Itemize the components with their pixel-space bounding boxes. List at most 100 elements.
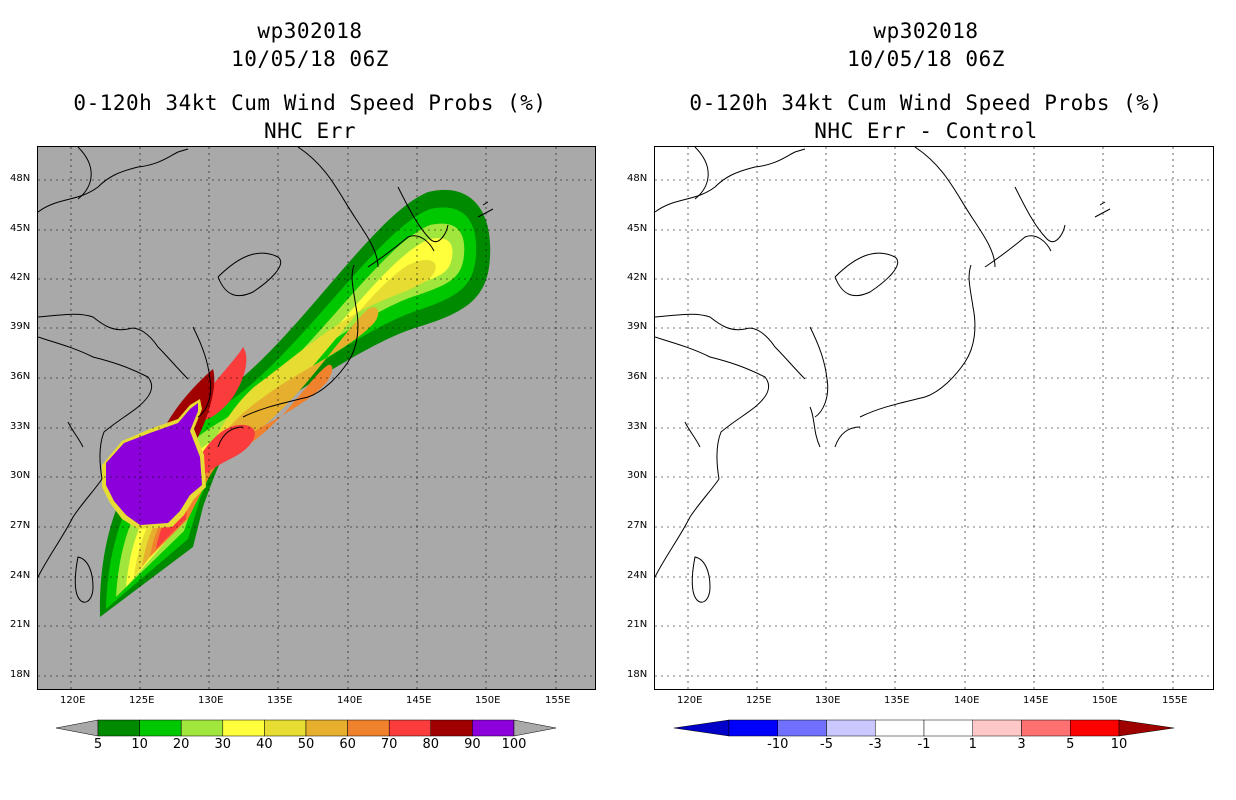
latitude-label: 27N: [10, 520, 31, 531]
colorbar-swatch: [923, 719, 973, 737]
colorbar-label: 1: [968, 737, 977, 752]
colorbar-swatch: [388, 719, 432, 737]
left-datetime: 10/05/18 06Z: [231, 47, 389, 71]
right-difference-map: [654, 146, 1214, 690]
longitude-label: 135E: [884, 695, 910, 706]
colorbar-swatch: [180, 719, 224, 737]
latitude-label: 45N: [10, 223, 31, 234]
longitude-label: 135E: [267, 695, 293, 706]
longitude-label: 150E: [1092, 695, 1118, 706]
colorbar-right-arrow: [513, 719, 556, 737]
colorbar-swatch: [347, 719, 390, 737]
colorbar-label: 60: [339, 737, 356, 752]
latitude-label: 42N: [10, 272, 31, 283]
latitude-label: 27N: [627, 520, 648, 531]
prob-100-region: [106, 403, 202, 525]
longitude-label: 145E: [406, 695, 432, 706]
colorbar-label: -1: [917, 737, 931, 752]
colorbar-label: 100: [501, 737, 527, 752]
latitude-label: 30N: [10, 470, 31, 481]
longitude-label: 140E: [954, 695, 980, 706]
longitude-label: 125E: [746, 695, 772, 706]
colorbar-label: 10: [131, 737, 148, 752]
right-subtitle: NHC Err - Control: [814, 119, 1038, 143]
prob-50-contour: [142, 307, 379, 567]
longitude-label: 120E: [677, 695, 703, 706]
right-coastlines: [655, 147, 1111, 603]
right-product-title: 0-120h 34kt Cum Wind Speed Probs (%): [689, 91, 1163, 115]
longitude-label: 120E: [60, 695, 86, 706]
colorbar-label: 70: [380, 737, 398, 752]
latitude-label: 45N: [627, 223, 648, 234]
colorbar-label: -3: [868, 737, 882, 752]
latitude-label: 18N: [627, 669, 648, 680]
prob-60-contour: [150, 364, 333, 557]
colorbar-label: 5: [1066, 737, 1075, 752]
colorbar-swatch: [1070, 719, 1120, 737]
right-colorbar: [674, 719, 1174, 737]
colorbar-left-arrow: [674, 719, 730, 737]
map-background: [655, 147, 1213, 689]
colorbar-swatch: [777, 719, 827, 737]
colorbar-label: 20: [172, 737, 190, 752]
colorbar-swatch: [972, 719, 1022, 737]
latitude-label: 39N: [10, 321, 31, 332]
right-datetime: 10/05/18 06Z: [847, 47, 1005, 71]
colorbar-label: 50: [297, 737, 315, 752]
latitude-label: 36N: [627, 371, 648, 382]
latitude-label: 36N: [10, 371, 31, 382]
latitude-label: 21N: [627, 619, 648, 630]
longitude-label: 145E: [1023, 695, 1049, 706]
longitude-label: 130E: [198, 695, 224, 706]
left-subtitle: NHC Err: [263, 119, 356, 143]
colorbar-left-arrow: [56, 719, 99, 737]
latitude-label: 48N: [10, 173, 31, 184]
latitude-label: 30N: [627, 470, 648, 481]
colorbar-swatch: [264, 719, 307, 737]
left-map-canvas: [38, 147, 595, 689]
latitude-label: 33N: [627, 421, 648, 432]
right-grid-lines: [655, 147, 1213, 689]
colorbar-label: 30: [214, 737, 232, 752]
colorbar-label: 90: [464, 737, 481, 752]
colorbar-swatch: [222, 719, 265, 737]
latitude-label: 39N: [627, 321, 648, 332]
colorbar-swatch: [1021, 719, 1071, 737]
left-product-title: 0-120h 34kt Cum Wind Speed Probs (%): [73, 91, 547, 115]
latitude-label: 24N: [10, 570, 31, 581]
left-coastlines: [38, 147, 494, 603]
colorbar-label: 3: [1017, 737, 1026, 752]
longitude-label: 140E: [337, 695, 363, 706]
colorbar-label: -5: [820, 737, 833, 752]
colorbar-label: 5: [93, 737, 103, 752]
colorbar-label: 40: [256, 737, 273, 752]
latitude-label: 21N: [10, 619, 31, 630]
longitude-label: 125E: [129, 695, 155, 706]
longitude-label: 150E: [475, 695, 501, 706]
colorbar-swatch: [826, 719, 876, 737]
left-storm-id: wp302018: [257, 19, 363, 43]
latitude-label: 33N: [10, 421, 31, 432]
longitude-label: 130E: [815, 695, 841, 706]
latitude-label: 48N: [627, 173, 648, 184]
latitude-label: 24N: [627, 570, 648, 581]
right-map-canvas: [655, 147, 1213, 689]
colorbar-swatch: [472, 719, 515, 737]
left-grid-lines: [38, 147, 595, 689]
colorbar-swatch: [875, 719, 925, 737]
longitude-label: 155E: [545, 695, 571, 706]
map-background: [38, 147, 595, 689]
left-colorbar: [56, 719, 556, 737]
colorbar-swatch: [139, 719, 182, 737]
colorbar-swatch: [97, 719, 140, 737]
colorbar-label: -10: [767, 737, 789, 752]
colorbar-swatch: [305, 719, 348, 737]
latitude-label: 42N: [627, 272, 648, 283]
colorbar-swatch: [728, 719, 778, 737]
colorbar-label: 80: [422, 737, 440, 752]
longitude-label: 155E: [1162, 695, 1188, 706]
latitude-label: 18N: [10, 669, 31, 680]
left-probability-map: [37, 146, 596, 690]
right-storm-id: wp302018: [873, 19, 979, 43]
colorbar-right-arrow: [1118, 719, 1174, 737]
